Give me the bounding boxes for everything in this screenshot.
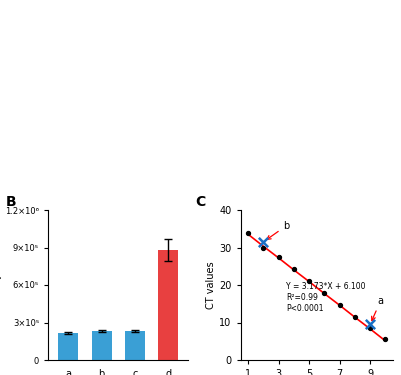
Text: C: C	[195, 195, 205, 209]
Point	[260, 244, 267, 250]
Point	[367, 321, 373, 327]
Point	[245, 230, 251, 236]
Point	[275, 254, 282, 260]
Bar	[158, 250, 178, 360]
Point	[291, 266, 297, 272]
Text: P<0.0001: P<0.0001	[286, 304, 324, 313]
Bar	[125, 331, 145, 360]
Point	[306, 278, 312, 284]
Point	[367, 325, 373, 331]
Bar	[58, 333, 78, 360]
Y-axis label: CT values: CT values	[207, 261, 217, 309]
Y-axis label: FL intensity ( a.u.): FL intensity ( a.u.)	[0, 244, 2, 326]
Text: a: a	[372, 296, 384, 321]
Point	[260, 239, 267, 245]
Point	[321, 290, 328, 296]
Point	[336, 302, 343, 307]
Point	[382, 336, 389, 342]
Text: b: b	[267, 220, 290, 240]
Text: Y = 3.173*X + 6.100: Y = 3.173*X + 6.100	[286, 282, 366, 291]
Point	[352, 314, 358, 320]
Bar	[91, 331, 111, 360]
Text: B: B	[6, 195, 16, 209]
Text: R²=0.99: R²=0.99	[286, 293, 318, 302]
